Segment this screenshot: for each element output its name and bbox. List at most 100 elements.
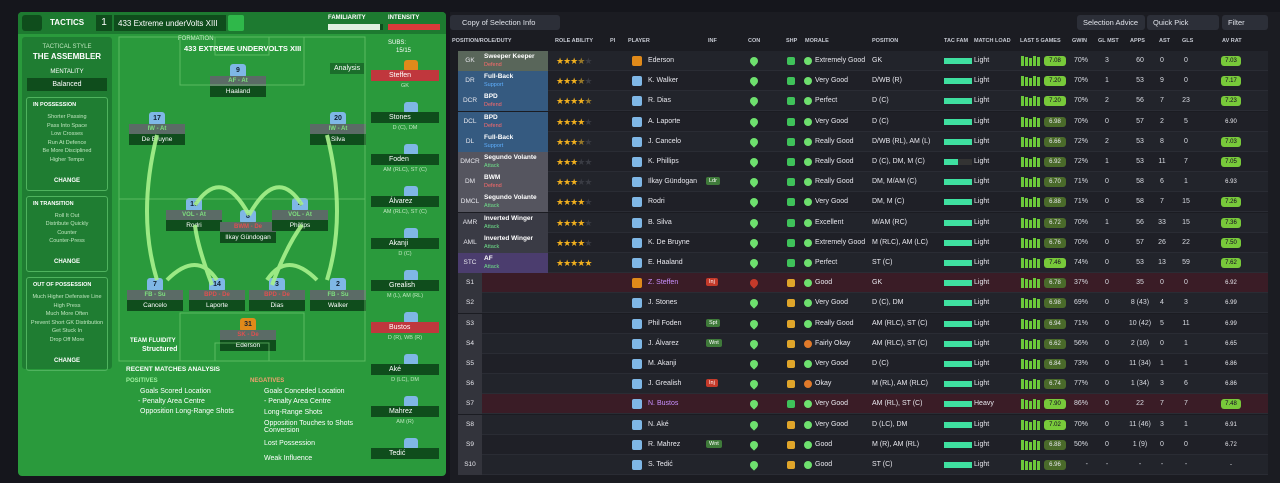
tactic-name[interactable]: 433 Extreme underVolts XIII [114, 15, 226, 31]
analysis-title[interactable]: RECENT MATCHES ANALYSIS [126, 366, 221, 373]
form-bar [1033, 258, 1036, 268]
sharpness [787, 299, 795, 308]
player-name[interactable]: Ilkay Gündogan [648, 178, 698, 186]
sub-name[interactable]: Mahrez [371, 406, 439, 417]
sub-name[interactable]: Aké [371, 364, 439, 375]
gls: 1 [1184, 360, 1188, 367]
player-name[interactable]: J. Álvarez [648, 339, 679, 347]
shirt: 7 [147, 278, 163, 292]
player-name[interactable]: K. Walker [648, 77, 679, 85]
back-button[interactable] [22, 15, 42, 31]
toolbar-button[interactable]: Selection Advice [1077, 15, 1145, 30]
role[interactable]: BPD [484, 113, 498, 121]
change-button[interactable]: CHANGE [53, 258, 80, 265]
change-button[interactable]: CHANGE [53, 177, 80, 184]
change-button[interactable]: CHANGE [53, 357, 80, 364]
form-bar [1029, 421, 1032, 430]
player-name[interactable]: Ederson [648, 57, 675, 64]
player-icon [632, 338, 642, 349]
morale-icon [804, 57, 812, 65]
tactic-section: IN POSSESSION Shorter Passing Pass Into Sp… [26, 97, 108, 191]
form-bar [1025, 198, 1028, 208]
table-row [458, 232, 1268, 253]
form-bar [1037, 319, 1040, 329]
star: ★ [584, 177, 592, 188]
analysis-button[interactable]: Analysis [330, 63, 365, 74]
role[interactable]: BPD [484, 93, 498, 101]
form-bar [1025, 339, 1028, 349]
add-button[interactable] [228, 15, 244, 31]
player-name[interactable]: S. Tedić [648, 461, 673, 468]
ast: 7 [1160, 198, 1164, 206]
gls: 0 [1184, 279, 1188, 287]
sub-name[interactable]: Foden [371, 154, 439, 165]
form-bar [1029, 300, 1032, 309]
role-box [482, 192, 548, 213]
form-bar [1037, 461, 1040, 470]
sub-name[interactable]: Bustos [371, 322, 439, 333]
player-name[interactable]: B. Silva [648, 218, 672, 226]
player-name[interactable]: J. Cancelo [648, 137, 682, 145]
sub-name[interactable]: Álvarez [371, 196, 439, 207]
player-name[interactable]: J. Stones [648, 299, 678, 307]
last5-rating: 6.78 [1044, 278, 1066, 289]
role[interactable]: Inverted Winger [484, 214, 534, 222]
role-tag: BPD - De [249, 290, 305, 300]
tactic-number[interactable]: 1 [96, 15, 112, 31]
apps: 8 (43) [1130, 299, 1150, 307]
player-name[interactable]: E. Haaland [648, 259, 683, 266]
sharpness [787, 259, 795, 267]
player-name[interactable]: Z. Steffen [648, 279, 679, 287]
player-name[interactable]: Rodri [648, 198, 665, 206]
sharpness [787, 279, 795, 288]
player-name[interactable]: N. Bustos [648, 400, 679, 408]
morale-icon [804, 339, 812, 348]
star: ★ [577, 197, 585, 208]
role[interactable]: Sweeper Keeper [484, 53, 535, 60]
instruction: Much More Often [45, 311, 89, 318]
match-load: Light [974, 57, 990, 64]
player-name[interactable]: J. Grealish [648, 380, 682, 388]
subs-count: 15/15 [396, 48, 412, 54]
morale-icon [804, 198, 812, 207]
role[interactable]: Segundo Volante [484, 194, 537, 202]
sub-name[interactable]: Grealish [371, 280, 439, 291]
form-bar [1021, 379, 1024, 390]
role[interactable]: Full-Back [484, 133, 514, 141]
sub-name[interactable]: Tedić [371, 448, 439, 459]
toolbar-button[interactable]: Quick Pick [1147, 15, 1219, 30]
sub-name[interactable]: Stones [371, 112, 439, 123]
role[interactable]: AF [484, 255, 493, 262]
role-ability: ★★★★★ [556, 218, 592, 229]
star: ★ [584, 197, 592, 208]
instruction: Prevent Short GK Distribution [30, 319, 104, 326]
role[interactable]: Full-Back [484, 73, 514, 81]
toolbar-button[interactable]: Filter [1222, 15, 1268, 30]
player-name[interactable]: N. Aké [648, 420, 669, 428]
player-name[interactable]: K. Phillips [648, 158, 679, 165]
player-name[interactable]: R. Dias [648, 97, 671, 105]
player-name[interactable]: A. Laporte [648, 117, 681, 125]
sharpness [787, 77, 795, 86]
position: D (C) [872, 97, 889, 105]
sub-name[interactable]: Akanji [371, 238, 439, 249]
copy-select[interactable]: Copy of Selection Info [450, 15, 560, 30]
role[interactable]: BWM [484, 174, 501, 182]
table-row [458, 374, 1268, 395]
player-name[interactable]: M. Akanji [648, 360, 677, 367]
role[interactable]: Segundo Volante [484, 154, 537, 161]
player-name[interactable]: K. De Bruyne [648, 238, 690, 246]
role-tag: IW - At [129, 124, 185, 134]
inf-badge: Wnt [706, 338, 722, 347]
ast: 26 [1158, 238, 1166, 246]
mentality-select[interactable]: Balanced [27, 78, 107, 91]
player-name[interactable]: R. Mahrez [648, 440, 681, 448]
instruction: Much Higher Defensive Line [32, 294, 102, 300]
player-icon [632, 399, 642, 410]
sub-name[interactable]: Steffen [371, 70, 439, 81]
form-bar [1033, 460, 1036, 470]
sub-shirt [404, 186, 418, 198]
player-icon [632, 116, 642, 127]
player-name[interactable]: Phil Foden [648, 319, 682, 327]
role[interactable]: Inverted Winger [484, 234, 534, 242]
